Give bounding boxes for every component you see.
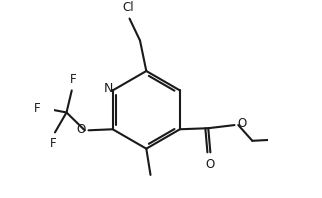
Text: O: O	[205, 158, 214, 171]
Text: O: O	[77, 123, 86, 136]
Text: F: F	[34, 102, 41, 115]
Text: O: O	[237, 117, 246, 130]
Text: F: F	[50, 137, 56, 150]
Text: N: N	[104, 82, 114, 95]
Text: F: F	[70, 73, 76, 86]
Text: Cl: Cl	[123, 1, 134, 14]
